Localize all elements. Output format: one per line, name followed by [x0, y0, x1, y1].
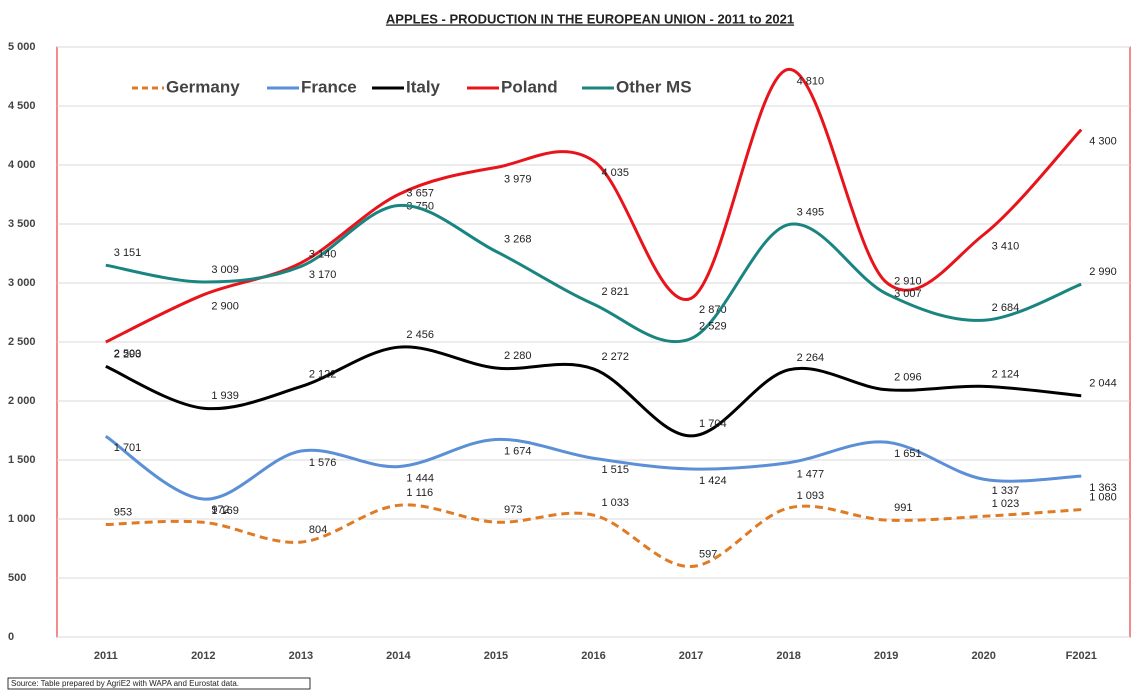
y-tick-label: 5 000: [8, 41, 36, 53]
x-tick-label: 2017: [679, 650, 703, 662]
source: Source: Table prepared by AgriE2 with WA…: [11, 679, 239, 688]
y-tick-label: 1 000: [8, 513, 36, 525]
y-tick-label: 500: [8, 572, 26, 584]
data-label: 2 456: [406, 329, 434, 341]
legend-label: Italy: [406, 77, 441, 96]
data-label: 3 170: [309, 269, 337, 281]
legend-label: Germany: [166, 77, 240, 96]
x-tick-label: 2020: [971, 650, 995, 662]
source-box: [7, 677, 311, 690]
data-label: 1 477: [797, 469, 825, 481]
y-tick-label: 0: [8, 631, 14, 643]
data-label: 597: [699, 548, 717, 560]
data-label: 1 704: [699, 418, 727, 430]
data-label: 1 576: [309, 457, 337, 469]
y-tick-label: 3 000: [8, 277, 36, 289]
x-tick-label: F2021: [1066, 650, 1097, 662]
data-label: 1 444: [406, 473, 434, 485]
data-label: 3 495: [797, 206, 825, 218]
data-label: 3 009: [211, 264, 239, 276]
series-line: [104, 435, 1082, 501]
x-tick-label: 2019: [874, 650, 898, 662]
y-tick-label: 3 500: [8, 218, 36, 230]
series-line: [105, 345, 1082, 438]
y-tick-label: 2 500: [8, 336, 36, 348]
x-tick-label: 2014: [386, 650, 411, 662]
data-label: 2 500: [114, 348, 142, 360]
data-label: 1 080: [1089, 491, 1117, 503]
data-label: 4 810: [797, 75, 825, 87]
series-line: [105, 67, 1083, 344]
legend-label: Poland: [501, 77, 558, 96]
series-line: [105, 503, 1082, 569]
data-label: 1 023: [992, 498, 1020, 510]
data-label: 2 264: [797, 352, 825, 364]
data-label: 1 363: [1089, 482, 1117, 494]
y-tick-label: 4 500: [8, 100, 36, 112]
series-line: [105, 203, 1082, 344]
data-label: 1 939: [211, 390, 239, 402]
data-label: 1 651: [894, 448, 922, 460]
data-label: 953: [114, 506, 132, 518]
data-label: 3 410: [992, 241, 1020, 253]
data-label: 804: [309, 524, 327, 536]
data-label: 1 424: [699, 475, 727, 487]
data-label: 991: [894, 502, 912, 514]
data-label: 3 140: [309, 248, 337, 260]
data-label: 1 337: [992, 485, 1020, 497]
data-label: 1 515: [602, 464, 630, 476]
data-label: 3 007: [894, 288, 922, 300]
data-label: 2 529: [699, 320, 727, 332]
data-label: 3 657: [406, 187, 434, 199]
data-label: 2 684: [992, 302, 1020, 314]
data-label: 1 093: [797, 490, 825, 502]
data-label: 2 990: [1089, 266, 1117, 278]
data-label: 2 293: [114, 348, 142, 360]
data-label: 2 900: [211, 301, 239, 313]
data-label: 1 701: [114, 442, 142, 454]
x-tick-label: 2013: [289, 650, 313, 662]
data-label: 1 033: [602, 497, 630, 509]
data-label: 2 272: [602, 351, 630, 363]
data-label: 972: [211, 504, 229, 516]
data-label: 4 300: [1089, 136, 1117, 148]
x-tick-label: 2016: [581, 650, 605, 662]
data-label: 973: [504, 504, 522, 516]
data-label: 2 044: [1089, 378, 1117, 390]
data-label: 3 151: [114, 247, 142, 259]
data-label: 3 268: [504, 233, 532, 245]
data-label: 2 096: [894, 372, 922, 384]
data-label: 2 122: [309, 369, 337, 381]
legend-label: Other MS: [616, 77, 692, 96]
data-label: 2 821: [602, 286, 630, 298]
x-tick-label: 2015: [484, 650, 508, 662]
data-label: 3 979: [504, 173, 532, 185]
data-label: 2 280: [504, 350, 532, 362]
x-tick-label: 2012: [191, 650, 215, 662]
data-label: 1 674: [504, 445, 532, 457]
data-label: 2 910: [894, 276, 922, 288]
x-tick-label: 2011: [94, 650, 118, 662]
data-label: 1 169: [211, 505, 239, 517]
data-label: 4 035: [602, 167, 630, 179]
y-tick-label: 1 500: [8, 454, 36, 466]
chart-title: APPLES - PRODUCTION IN THE EUROPEAN UNIO…: [386, 11, 794, 26]
data-label: 2 124: [992, 368, 1020, 380]
data-label: 1 116: [406, 487, 433, 499]
x-tick-label: 2018: [776, 650, 800, 662]
data-label: 2 870: [699, 304, 727, 316]
y-tick-label: 4 000: [8, 159, 36, 171]
legend-label: France: [301, 77, 357, 96]
y-tick-label: 2 000: [8, 395, 36, 407]
